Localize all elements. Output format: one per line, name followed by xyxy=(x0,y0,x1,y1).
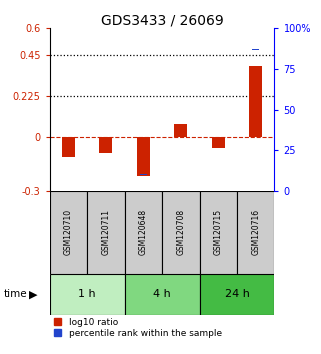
Title: GDS3433 / 26069: GDS3433 / 26069 xyxy=(101,13,223,27)
Bar xyxy=(212,137,225,148)
Text: GSM120715: GSM120715 xyxy=(214,209,223,255)
Bar xyxy=(87,191,125,274)
Text: 24 h: 24 h xyxy=(225,289,249,299)
Legend: log10 ratio, percentile rank within the sample: log10 ratio, percentile rank within the … xyxy=(54,318,222,338)
Text: ▶: ▶ xyxy=(29,289,37,299)
Text: GSM120708: GSM120708 xyxy=(176,209,185,255)
Text: 4 h: 4 h xyxy=(153,289,171,299)
Text: GSM120648: GSM120648 xyxy=(139,209,148,255)
Bar xyxy=(50,191,87,274)
Text: 1 h: 1 h xyxy=(78,289,96,299)
Text: GSM120711: GSM120711 xyxy=(101,209,110,255)
Bar xyxy=(200,191,237,274)
Bar xyxy=(162,191,200,274)
Text: GSM120710: GSM120710 xyxy=(64,209,73,255)
Bar xyxy=(237,191,274,274)
Bar xyxy=(125,274,200,315)
Bar xyxy=(125,191,162,274)
Bar xyxy=(200,274,274,315)
Text: time: time xyxy=(3,289,27,299)
Bar xyxy=(174,124,187,137)
Bar xyxy=(50,274,125,315)
Text: GSM120716: GSM120716 xyxy=(251,209,260,255)
Bar xyxy=(100,137,112,153)
Bar xyxy=(249,66,262,137)
Bar xyxy=(137,137,150,176)
Bar xyxy=(62,137,75,156)
